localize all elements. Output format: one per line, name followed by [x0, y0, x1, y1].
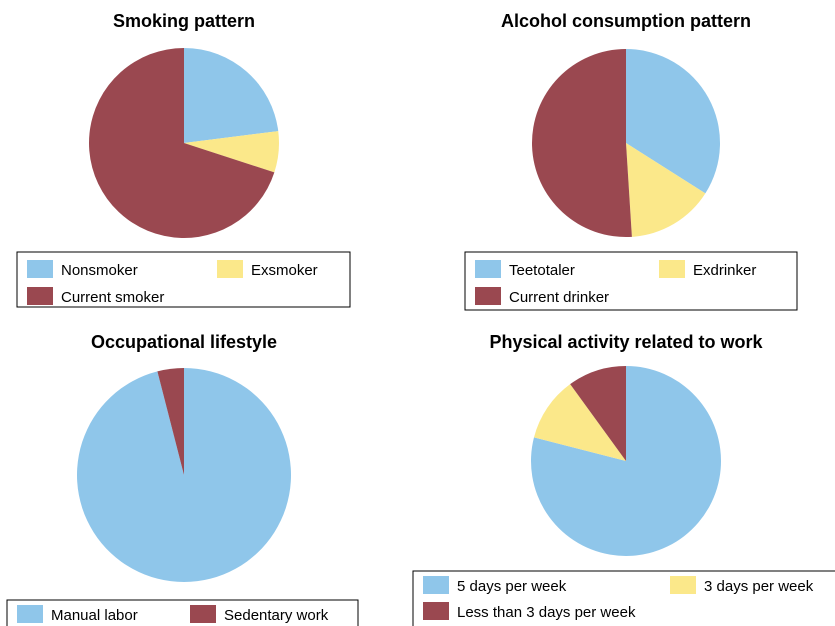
legend-label: Sedentary work	[224, 607, 329, 624]
legend-label: Exsmoker	[251, 262, 318, 279]
legend-label: Less than 3 days per week	[457, 604, 636, 621]
chart-title: Smoking pattern	[113, 11, 255, 31]
chart-title: Alcohol consumption pattern	[501, 11, 751, 31]
legend-swatch	[423, 602, 449, 620]
pie-slice	[570, 366, 626, 461]
legend-box	[6, 599, 359, 626]
chart-title: Occupational lifestyle	[91, 332, 277, 352]
pie-slice	[531, 49, 632, 237]
legend-label: Manual labor	[51, 607, 138, 624]
legend-swatch	[17, 605, 43, 623]
legend-label: Nonsmoker	[61, 262, 138, 279]
pie-slice	[626, 143, 706, 237]
legend-label: 5 days per week	[457, 578, 567, 595]
legend-label: 3 days per week	[704, 578, 814, 595]
legend-label: Exdrinker	[693, 262, 756, 279]
pie-slice	[626, 49, 720, 194]
legend-swatch	[27, 260, 53, 278]
legend-swatch	[190, 605, 216, 623]
pie-slice	[157, 368, 184, 475]
pie-slice	[184, 48, 279, 143]
legend-label: Current smoker	[61, 289, 164, 306]
pie-slice	[89, 47, 275, 238]
legend-swatch	[659, 260, 685, 278]
legend-box	[16, 251, 351, 308]
legend-label: Teetotaler	[509, 262, 575, 279]
chart-title: Physical activity related to work	[489, 332, 763, 352]
pie-slice	[184, 131, 279, 173]
legend-swatch	[423, 576, 449, 594]
legend-swatch	[27, 287, 53, 305]
legend-box	[412, 570, 835, 626]
legend-swatch	[670, 576, 696, 594]
legend-swatch	[475, 260, 501, 278]
legend-label: Current drinker	[509, 289, 609, 306]
legend-swatch	[217, 260, 243, 278]
legend-swatch	[475, 287, 501, 305]
legend-box	[464, 251, 798, 311]
pie-slice	[533, 384, 626, 461]
